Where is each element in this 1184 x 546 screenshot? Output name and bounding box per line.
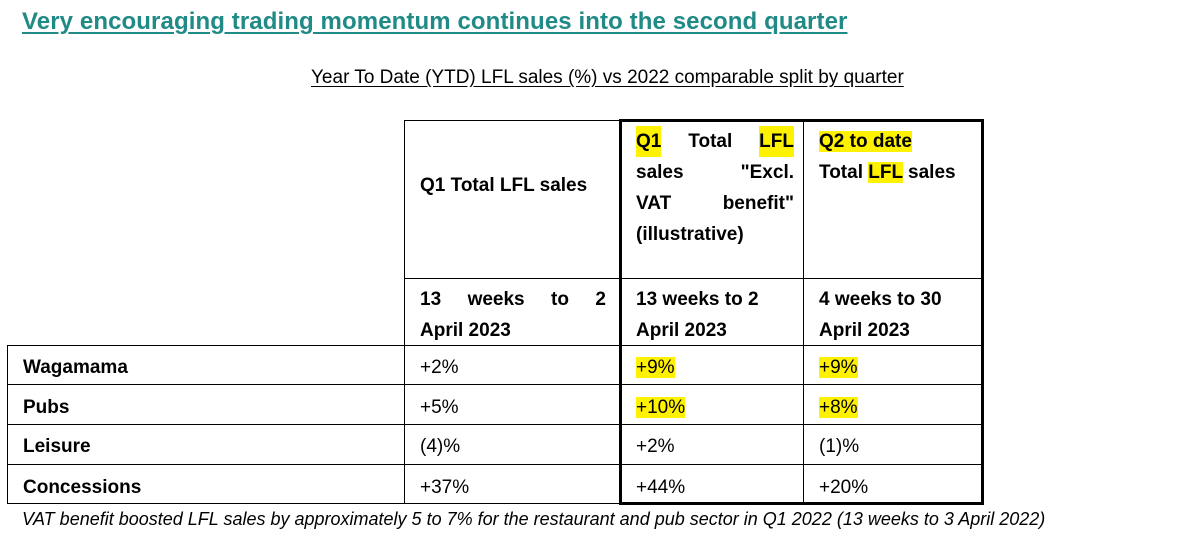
hl-value: +9% bbox=[636, 357, 675, 378]
footnote: VAT benefit boosted LFL sales by approxi… bbox=[22, 509, 1046, 529]
period-q1: 13 weeks to 2 April 2023 bbox=[406, 282, 620, 344]
word-sales-q2: sales bbox=[902, 162, 956, 183]
word-excl: "Excl. bbox=[740, 162, 794, 183]
hline-header-period bbox=[404, 278, 984, 279]
period-q1-excl-line2: April 2023 bbox=[636, 320, 727, 341]
vline-left bbox=[7, 345, 8, 504]
period-q1-excl: 13 weeks to 2 April 2023 bbox=[622, 282, 804, 344]
table-subtitle: Year To Date (YTD) LFL sales (%) vs 2022… bbox=[311, 67, 904, 88]
value-q2: +9% bbox=[805, 350, 981, 384]
hline-row2 bbox=[7, 424, 984, 425]
vline-label-q1 bbox=[404, 120, 405, 504]
word-sales: sales bbox=[636, 162, 684, 183]
hl-lfl-q2: LFL bbox=[868, 162, 903, 183]
period-q1-line2: April 2023 bbox=[420, 320, 511, 341]
period-q2-line1: 4 weeks to 30 bbox=[819, 289, 942, 310]
period-word: weeks bbox=[467, 289, 525, 310]
value-q2: +8% bbox=[805, 390, 981, 424]
hl-lfl: LFL bbox=[759, 126, 794, 157]
header-q1-excl-line4: (illustrative) bbox=[636, 224, 744, 245]
value-q1: (4)% bbox=[420, 436, 461, 457]
period-word: 2 bbox=[595, 289, 606, 310]
value-q1-excl: +44% bbox=[636, 477, 686, 498]
value-q1-excl: +9% bbox=[622, 350, 804, 384]
row-label: Leisure bbox=[23, 436, 91, 457]
header-q1-text: Q1 Total LFL sales bbox=[420, 175, 588, 196]
vline-q1-excl-thick bbox=[619, 119, 622, 505]
row-label: Concessions bbox=[23, 477, 142, 498]
hline-before-rows bbox=[7, 345, 984, 346]
value-q2: (1)% bbox=[819, 436, 860, 457]
hl-total: Total bbox=[688, 131, 733, 152]
header-q1-excl-line2: sales "Excl. bbox=[636, 157, 794, 188]
period-q1-line1: 13 weeks to 2 bbox=[420, 284, 606, 315]
hl-q2-to-date: Q2 to date bbox=[819, 131, 912, 152]
hline-bottom bbox=[7, 503, 984, 504]
header-q1-excl-line1: Q1 Total LFL bbox=[636, 126, 794, 157]
header-q2-to-date: Q2 to date Total LFL sales bbox=[805, 124, 981, 274]
value-q1-excl: +10% bbox=[622, 390, 804, 424]
header-q1-excl-line3: VAT benefit" bbox=[636, 188, 794, 219]
period-word: 13 bbox=[420, 289, 442, 310]
vline-excl-q2 bbox=[803, 120, 804, 504]
header-q1-total-lfl: Q1 Total LFL sales bbox=[406, 168, 620, 208]
header-q1-excl-vat: Q1 Total LFL sales "Excl. VAT benefit" (… bbox=[622, 124, 804, 274]
hl-value: +10% bbox=[636, 397, 686, 418]
word-vat: VAT bbox=[636, 193, 672, 214]
period-word: to bbox=[551, 289, 569, 310]
value-q1: +2% bbox=[420, 357, 459, 378]
hl-q1: Q1 bbox=[636, 126, 662, 157]
hl-value: +8% bbox=[819, 397, 858, 418]
page-headline: Very encouraging trading momentum contin… bbox=[22, 8, 848, 35]
hline-row1 bbox=[7, 384, 984, 385]
vline-right-thick bbox=[981, 119, 984, 505]
value-q2: +20% bbox=[819, 477, 869, 498]
row-label: Wagamama bbox=[23, 357, 128, 378]
hl-value: +9% bbox=[819, 357, 858, 378]
row-label: Pubs bbox=[23, 397, 70, 418]
value-q1: +5% bbox=[420, 397, 459, 418]
hline-bottom-thick bbox=[620, 502, 984, 505]
word-total: Total bbox=[819, 162, 869, 183]
hline-top-thick bbox=[620, 119, 984, 122]
word-benefit: benefit" bbox=[722, 193, 794, 214]
value-q1: +37% bbox=[420, 477, 470, 498]
value-q1-excl: +2% bbox=[636, 436, 675, 457]
period-q2: 4 weeks to 30 April 2023 bbox=[805, 282, 981, 344]
hline-row3 bbox=[7, 464, 984, 465]
period-q1-excl-line1: 13 weeks to 2 bbox=[636, 289, 759, 310]
period-q2-line2: April 2023 bbox=[819, 320, 910, 341]
